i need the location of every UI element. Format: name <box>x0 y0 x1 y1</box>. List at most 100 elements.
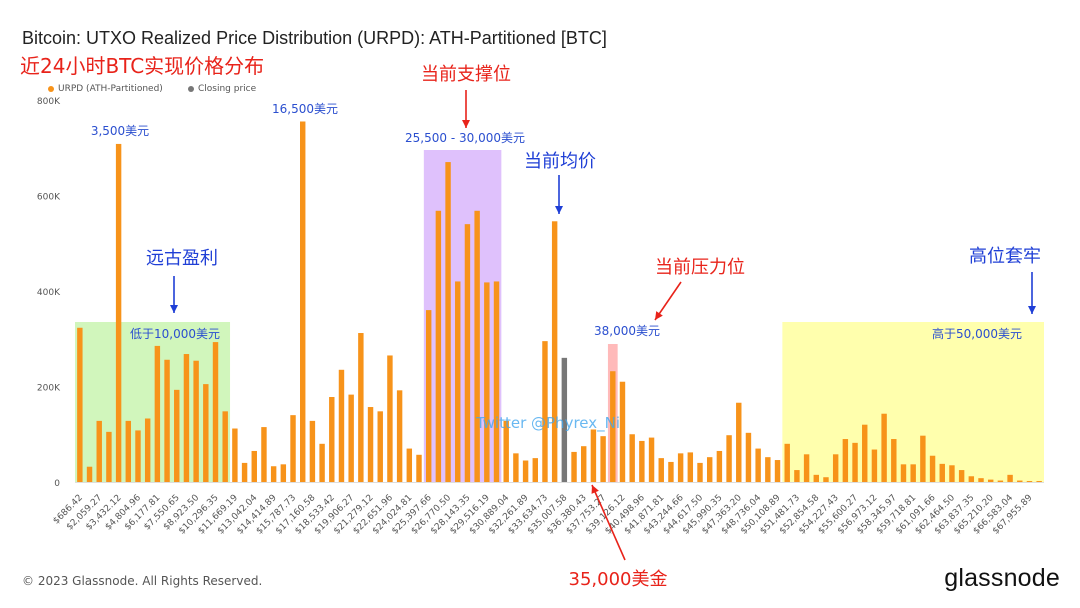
zone-purple <box>423 150 502 482</box>
bar <box>329 397 335 482</box>
legend-item-closing-price[interactable]: Closing price <box>188 84 256 94</box>
callout-high-trapped: 高位套牢 <box>969 246 1041 267</box>
bar <box>668 461 674 482</box>
bar <box>813 474 819 482</box>
callout-current-support: 当前支撑位 <box>421 64 511 85</box>
x-axis: $686.42$2,059.27$3,432.12$4,804.96$6,177… <box>52 482 1044 537</box>
arrowhead-icon <box>655 311 663 320</box>
arrowhead-icon <box>462 120 470 128</box>
y-tick-label: 0 <box>54 479 60 489</box>
bar <box>958 470 965 482</box>
annotations: 3,500美元 16,500美元 25,500 - 30,000美元 38,000美元… <box>91 64 1041 590</box>
bar <box>474 210 480 482</box>
bar <box>697 462 703 482</box>
bar <box>978 478 984 482</box>
bar <box>261 427 267 482</box>
arrow-current-resistance <box>654 281 682 321</box>
bar <box>1017 480 1023 482</box>
bar <box>183 354 190 482</box>
glassnode-logo[interactable]: glassnode <box>944 564 1060 592</box>
bar <box>416 454 422 482</box>
bar <box>600 436 606 482</box>
bar <box>203 384 209 482</box>
bar <box>987 479 994 482</box>
bar <box>406 448 413 482</box>
bar <box>387 355 393 482</box>
bar <box>929 455 936 482</box>
bar <box>135 430 141 482</box>
bar <box>503 420 509 482</box>
arrowhead-icon <box>555 206 563 214</box>
bar <box>425 310 432 482</box>
callout-current-avg-price: 当前均价 <box>524 151 596 172</box>
bar <box>687 452 694 482</box>
bar <box>435 210 442 482</box>
bar <box>464 224 471 482</box>
bar <box>377 411 383 482</box>
watermark: Twitter @Phyrex_Ni <box>475 414 620 433</box>
arrowhead-icon <box>170 305 178 313</box>
legend-item-urpd[interactable]: URPD (ATH-Partitioned) <box>48 84 163 94</box>
bar <box>803 454 810 482</box>
bar-price-label: 3,500美元 <box>91 124 149 138</box>
callout-35000-usd: 35,000美金 <box>569 569 668 590</box>
arrowhead-icon <box>1028 306 1036 314</box>
bar <box>551 221 558 482</box>
bar <box>590 429 597 482</box>
bar <box>920 435 926 482</box>
legend-label-urpd: URPD (ATH-Partitioned) <box>58 84 163 94</box>
bar <box>1036 481 1042 482</box>
urpd-legend-dot-icon <box>48 86 54 92</box>
bar <box>823 477 829 482</box>
bar <box>726 435 732 482</box>
bar <box>348 394 354 482</box>
bar <box>629 434 635 482</box>
callout-current-resistance: 当前压力位 <box>655 257 745 278</box>
arrow-ancient-profit <box>170 276 178 313</box>
legend-label-closing-price: Closing price <box>198 84 257 94</box>
bar <box>86 466 93 482</box>
bar <box>338 369 345 482</box>
bar <box>522 460 529 482</box>
y-tick-label: 200K <box>37 384 61 394</box>
bar <box>251 450 257 482</box>
bar <box>77 327 83 482</box>
closing-price-legend-dot-icon <box>188 86 194 92</box>
bar <box>581 446 587 482</box>
bar <box>677 453 684 482</box>
bar <box>852 442 858 482</box>
bar <box>290 415 296 482</box>
bar <box>774 460 781 482</box>
bar <box>241 462 248 482</box>
bar <box>309 420 316 482</box>
bar <box>862 424 868 482</box>
bar <box>358 333 364 482</box>
bar-price-label: 25,500 - 30,000美元 <box>405 131 525 145</box>
bar <box>493 281 500 482</box>
bar <box>794 470 800 482</box>
bar <box>997 480 1004 482</box>
bar <box>367 407 374 482</box>
arrow-current-support <box>462 90 470 128</box>
bar <box>484 282 490 482</box>
bar <box>396 390 403 482</box>
bar <box>222 411 228 482</box>
zone-yellow <box>782 322 1044 482</box>
bar <box>106 431 112 482</box>
callout-ancient-profit: 远古盈利 <box>146 248 218 269</box>
bar <box>319 443 325 482</box>
bar <box>755 448 761 482</box>
bar <box>881 413 887 482</box>
bar <box>910 464 916 482</box>
bar <box>561 357 568 482</box>
bar <box>736 402 742 482</box>
bar <box>455 281 461 482</box>
arrow-current-avg-price <box>555 175 563 214</box>
bar <box>115 143 122 482</box>
bar <box>968 476 975 482</box>
bar <box>542 341 548 482</box>
arrow-35000-usd <box>591 484 626 561</box>
bar <box>445 162 451 482</box>
bar <box>232 428 238 482</box>
